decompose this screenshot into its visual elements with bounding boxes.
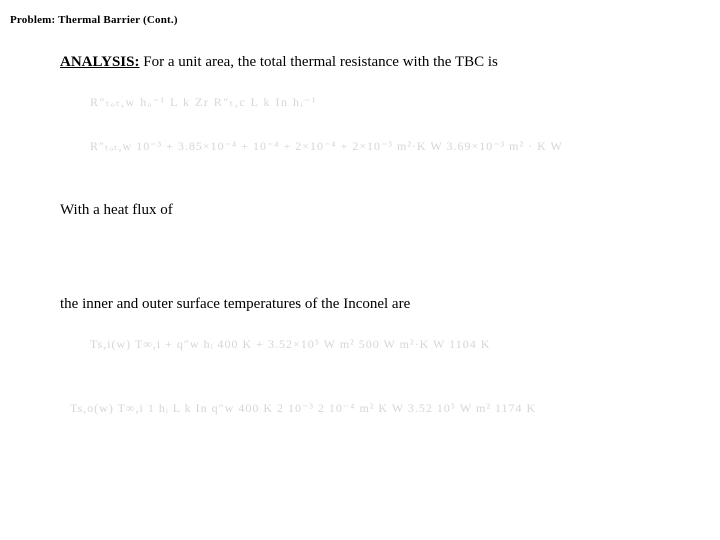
inconel-line: the inner and outer surface temperatures… bbox=[60, 296, 410, 313]
slide-header: Problem: Thermal Barrier (Cont.) bbox=[10, 14, 178, 26]
analysis-line: ANALYSIS: For a unit area, the total the… bbox=[60, 54, 498, 71]
page: Problem: Thermal Barrier (Cont.) ANALYSI… bbox=[0, 0, 720, 540]
equation-2: R″ₜₒₜ,w 10⁻³ + 3.85×10⁻⁴ + 10⁻⁴ + 2×10⁻⁴… bbox=[90, 138, 563, 155]
heat-flux-line: With a heat flux of bbox=[60, 202, 173, 219]
analysis-label: ANALYSIS: bbox=[60, 54, 139, 70]
analysis-text: For a unit area, the total thermal resis… bbox=[139, 54, 497, 70]
equation-1: R″ₜₒₜ,w hₒ⁻¹ L k Zr R″ₜ,c L k In hᵢ⁻¹ bbox=[90, 94, 317, 111]
equation-3: Ts,i(w) T∞,i + q″w hᵢ 400 K + 3.52×10⁵ W… bbox=[90, 336, 490, 353]
equation-4: Ts,o(w) T∞,i 1 hᵢ L k In q″w 400 K 2 10⁻… bbox=[70, 400, 536, 417]
